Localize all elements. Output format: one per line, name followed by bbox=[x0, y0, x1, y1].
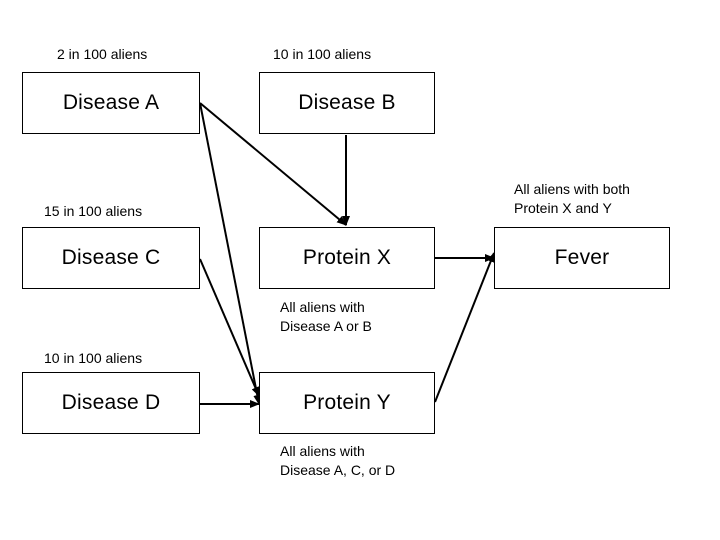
node-disease-b: Disease B bbox=[259, 72, 435, 134]
edge-disease-c-to-protein-y bbox=[199, 258, 260, 397]
protein-x-note: All aliens with Disease A or B bbox=[280, 299, 372, 334]
protein-y-note: All aliens with Disease A, C, or D bbox=[280, 443, 396, 478]
disease-c-count: 15 in 100 aliens bbox=[44, 203, 143, 219]
node-disease-a-label: Disease A bbox=[62, 91, 160, 114]
fever-note: All aliens with both Protein X and Y bbox=[514, 181, 630, 216]
disease-d-count: 10 in 100 aliens bbox=[44, 350, 143, 366]
node-disease-b-label: Disease B bbox=[298, 91, 396, 114]
node-protein-x: Protein X bbox=[259, 227, 435, 289]
edge-protein-y-to-fever bbox=[434, 252, 495, 403]
node-protein-y-label: Protein Y bbox=[303, 391, 391, 414]
node-disease-d: Disease D bbox=[22, 372, 200, 434]
node-protein-x-label: Protein X bbox=[302, 246, 392, 269]
node-fever-label: Fever bbox=[554, 246, 610, 269]
node-disease-d-label: Disease D bbox=[61, 391, 161, 414]
node-disease-c-label: Disease C bbox=[61, 246, 161, 269]
edge-disease-a-to-protein-x bbox=[199, 102, 347, 226]
node-disease-c: Disease C bbox=[22, 227, 200, 289]
edge-disease-a-to-protein-y bbox=[199, 102, 262, 405]
disease-a-count: 2 in 100 aliens bbox=[57, 46, 148, 62]
disease-b-count: 10 in 100 aliens bbox=[273, 46, 372, 62]
node-disease-a: Disease A bbox=[22, 72, 200, 134]
node-fever: Fever bbox=[494, 227, 670, 289]
node-protein-y: Protein Y bbox=[259, 372, 435, 434]
